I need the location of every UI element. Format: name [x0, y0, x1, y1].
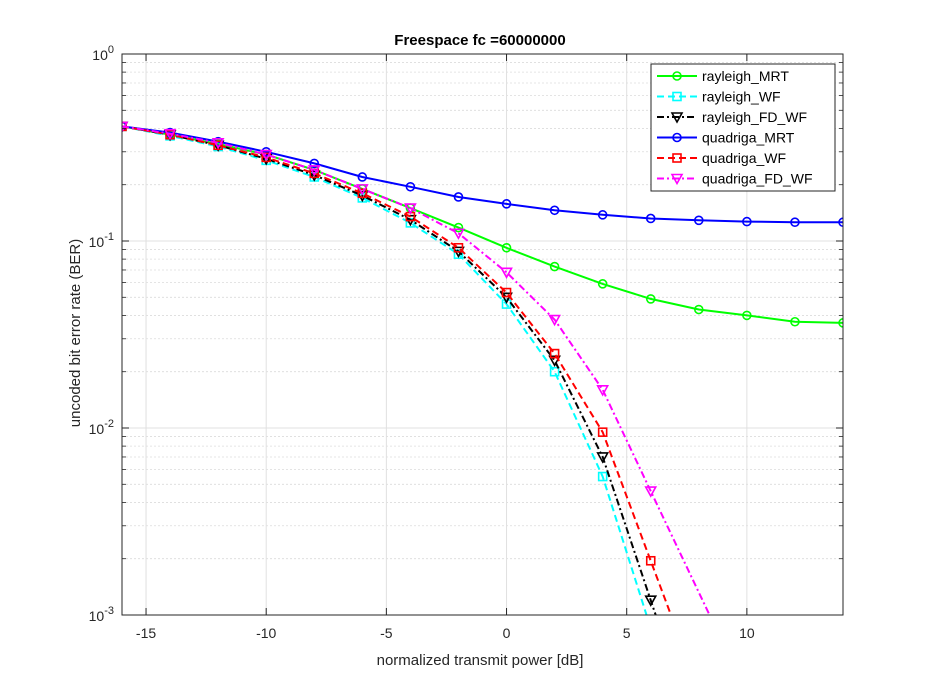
data-point [838, 318, 843, 328]
data-point [405, 181, 416, 192]
axes-box [121, 53, 844, 616]
data-point [548, 355, 561, 368]
data-point [596, 452, 610, 464]
data-point [355, 184, 369, 196]
x-tick-label: -15 [136, 625, 156, 641]
data-point [549, 261, 560, 272]
legend-marker [672, 71, 682, 81]
data-point [452, 228, 465, 240]
data-point [838, 217, 843, 228]
series-layer [122, 121, 843, 615]
data-point [259, 154, 273, 166]
legend-label: rayleigh_WF [702, 89, 781, 105]
data-point [501, 242, 512, 253]
data-point [501, 287, 512, 298]
legend-item: quadriga_MRT [657, 130, 795, 146]
data-point [597, 210, 608, 220]
data-point [261, 152, 272, 163]
data-point [644, 595, 658, 607]
series-line [122, 125, 843, 224]
legend-label: quadriga_FD_WF [702, 171, 813, 187]
data-point [548, 314, 561, 327]
data-point [309, 158, 320, 169]
legend-item: quadriga_FD_WF [657, 171, 813, 187]
legend-marker [672, 132, 682, 143]
data-point [453, 222, 464, 233]
legend-marker [672, 153, 682, 163]
legend-label: quadriga_WF [702, 150, 786, 166]
legend-marker [670, 173, 684, 186]
data-point [404, 203, 417, 215]
data-point [501, 199, 512, 209]
x-axis-label: normalized transmit power [dB] [377, 652, 584, 669]
data-point [645, 294, 656, 304]
x-tick-label: 5 [623, 625, 631, 641]
data-point [790, 316, 800, 327]
data-point [307, 165, 321, 177]
data-point [597, 427, 608, 437]
data-point [453, 242, 464, 253]
x-tick-label: 10 [739, 625, 755, 641]
series-5 [122, 121, 711, 615]
x-tick-label: -5 [380, 625, 393, 641]
data-point [549, 366, 560, 377]
data-point [259, 149, 273, 162]
data-point [597, 471, 608, 482]
data-point [644, 486, 658, 498]
series-line [122, 125, 657, 615]
data-point [597, 279, 608, 289]
data-point [596, 385, 610, 397]
legend-item: rayleigh_FD_WF [657, 109, 807, 125]
y-tick-label: 100 [92, 44, 114, 63]
x-tick-label: 0 [503, 625, 511, 641]
series-line [122, 125, 648, 615]
data-point [693, 215, 704, 226]
data-point [790, 217, 800, 228]
data-point [645, 555, 656, 566]
series-line [122, 125, 673, 615]
data-point [355, 190, 369, 203]
data-point [211, 138, 225, 150]
data-point [307, 170, 321, 182]
data-point [357, 172, 368, 182]
legend-item: rayleigh_MRT [657, 68, 789, 84]
legend-label: quadriga_MRT [702, 130, 795, 146]
x-tick-label: -10 [256, 625, 276, 641]
series-line [122, 125, 711, 615]
y-tick-label: 10-2 [89, 418, 114, 437]
legend-box [650, 63, 836, 192]
legend-label: rayleigh_FD_WF [702, 109, 807, 125]
y-axis-label: uncoded bit error rate (BER) [67, 239, 84, 427]
y-tick-label: 10-3 [89, 605, 114, 624]
data-point [453, 192, 464, 202]
legend-label: rayleigh_MRT [702, 68, 789, 84]
data-point [693, 304, 704, 315]
legend: rayleigh_MRT rayleigh_WF rayleigh_FD_WFqua… [650, 63, 836, 192]
data-point [163, 128, 177, 141]
data-point [549, 205, 560, 216]
legend-marker [670, 112, 684, 124]
chart-title: Freespace fc =60000000 [394, 32, 565, 49]
data-point [122, 121, 129, 134]
data-point [500, 292, 513, 304]
data-point [742, 216, 752, 227]
legend-item: rayleigh_WF [657, 89, 781, 105]
y-tick-label: 10-1 [89, 231, 114, 250]
data-point [742, 310, 752, 321]
legend-marker [672, 91, 682, 102]
data-point [500, 267, 513, 279]
data-point [549, 348, 560, 359]
data-point [357, 188, 368, 199]
legend-item: quadriga_WF [657, 150, 786, 166]
ticks: 10-3 10-2 10-1 100 -15 -10 -5 0 5 10 [89, 44, 843, 641]
data-point [645, 213, 656, 224]
